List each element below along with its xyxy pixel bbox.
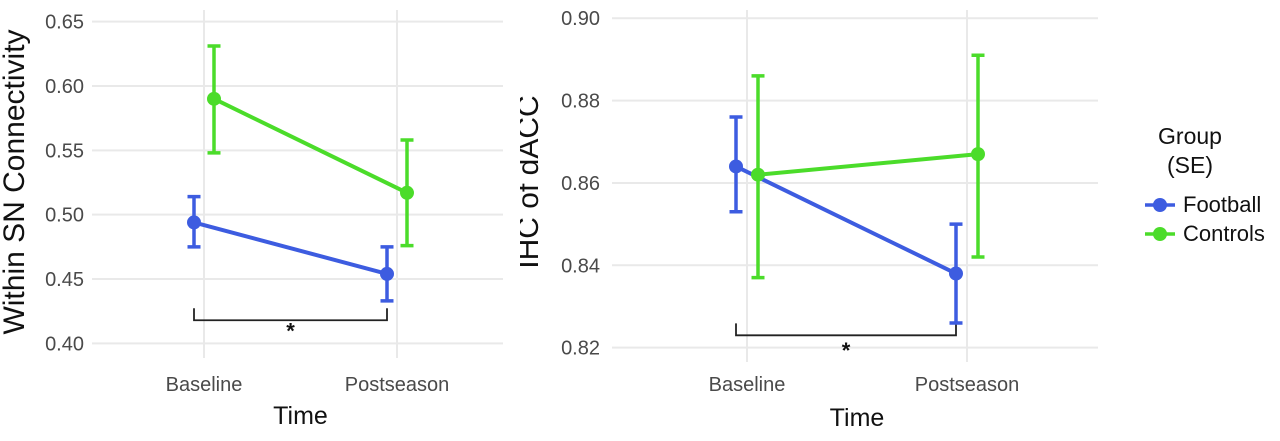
significance-bracket: [193, 308, 388, 322]
y-tick-label: 0.40: [45, 333, 84, 355]
y-tick-label: 0.65: [45, 12, 84, 34]
y-tick-label: 0.55: [45, 140, 84, 162]
significance-bracket: [735, 323, 957, 337]
y-tick-label: 0.84: [561, 255, 600, 277]
data-point-football: [949, 266, 963, 281]
y-axis-title: Within SN Connectivity: [0, 29, 31, 334]
x-tick-label: Baseline: [709, 374, 786, 396]
chart-within-sn-connectivity: 0.40 0.45 0.50 0.55 0.60 0.65 Baseline Postseas…: [0, 10, 503, 430]
significance-asterisk: *: [842, 338, 851, 363]
data-point-controls: [400, 185, 414, 200]
legend-item-label: Controls: [1183, 220, 1265, 246]
legend-title: Group (SE): [1100, 122, 1280, 180]
legend-title-line-1: Group: [1158, 123, 1222, 149]
series-line-controls: [213, 97, 408, 195]
y-tick-label: 0.50: [45, 205, 84, 227]
y-tick-label: 0.60: [45, 76, 84, 98]
legend: Group (SE) Football Controls: [1100, 0, 1280, 441]
data-point-football: [380, 266, 394, 281]
y-tick-label: 0.86: [561, 173, 600, 195]
data-point-controls: [971, 147, 985, 162]
x-axis-title: Time: [273, 402, 328, 430]
y-tick-label: 0.45: [45, 269, 84, 291]
y-tick-label: 0.88: [561, 91, 600, 113]
legend-item-football: Football: [1100, 190, 1280, 219]
x-tick-label: Postseason: [345, 374, 450, 396]
legend-title-line-2: (SE): [1167, 152, 1213, 178]
legend-item-controls: Controls: [1100, 219, 1280, 248]
legend-key-icon: [1143, 194, 1177, 216]
series-line-football: [735, 164, 957, 276]
significance-asterisk: *: [286, 318, 295, 343]
legend-key-point: [1153, 226, 1167, 241]
data-point-football: [729, 159, 743, 174]
y-axis-title: IHC of dACC: [520, 95, 545, 268]
chart-ihc-of-dacc: 0.82 0.84 0.86 0.88 0.90 Baseline Postseason IH…: [520, 8, 1098, 432]
legend-items: Football Controls: [1100, 190, 1280, 248]
legend-item-label: Football: [1183, 191, 1262, 217]
legend-key-icon: [1143, 223, 1177, 245]
legend-key-point: [1153, 197, 1167, 212]
data-point-football: [187, 215, 201, 230]
x-tick-label: Baseline: [166, 374, 243, 396]
series-line-football: [193, 220, 388, 276]
series-line-controls: [757, 152, 979, 177]
x-tick-label: Postseason: [915, 374, 1020, 396]
y-tick-label: 0.82: [561, 338, 600, 360]
x-axis-title: Time: [830, 404, 885, 432]
y-tick-label: 0.90: [561, 8, 600, 30]
data-point-controls: [207, 91, 221, 106]
data-point-controls: [751, 167, 765, 182]
